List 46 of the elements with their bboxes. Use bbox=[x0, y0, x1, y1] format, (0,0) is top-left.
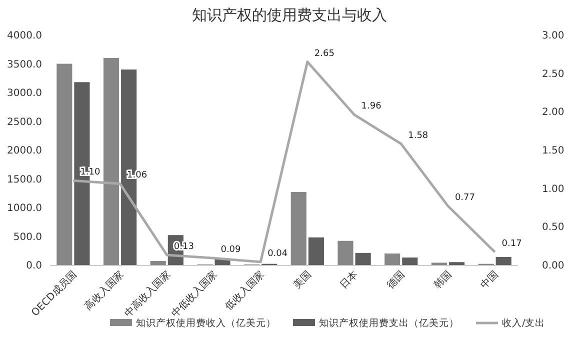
x-tick-label: 美国 bbox=[290, 268, 314, 292]
bar bbox=[448, 262, 465, 265]
data-label: 1.96 bbox=[361, 102, 382, 112]
y2-tick-label: 3.00 bbox=[542, 30, 564, 42]
bar bbox=[308, 237, 324, 265]
bar bbox=[56, 64, 72, 265]
line-series bbox=[72, 60, 496, 264]
y2-tick-label: 1.00 bbox=[542, 184, 564, 195]
data-label: 0.77 bbox=[454, 192, 476, 203]
x-tick-label: 高收入国家 bbox=[82, 268, 126, 312]
y2-tick-label: 0.00 bbox=[542, 260, 564, 272]
legend-label: 收入/支出 bbox=[502, 317, 546, 329]
x-tick-label: 德国 bbox=[385, 269, 408, 292]
x-tick-label: 低收入国家 bbox=[222, 268, 267, 312]
legend-label: 知识产权使用费支出（亿美元） bbox=[319, 317, 459, 329]
data-label: 0.04 bbox=[268, 248, 288, 259]
legend-label: 知识产权使用费收入（亿美元） bbox=[136, 317, 276, 329]
y-tick-label: 0.0 bbox=[26, 260, 42, 272]
bar bbox=[290, 192, 306, 265]
data-label: 0.09 bbox=[220, 245, 242, 256]
y-tick-label: 3000.0 bbox=[7, 88, 42, 99]
y-tick-label: 2000.0 bbox=[7, 146, 42, 156]
data-label: 2.65 bbox=[314, 48, 334, 59]
y-tick-label: 500.0 bbox=[13, 232, 42, 243]
y-tick-label: 1000.0 bbox=[7, 203, 42, 214]
y2-tick-label: 2.00 bbox=[542, 107, 564, 118]
bar bbox=[384, 254, 400, 265]
bar bbox=[496, 256, 512, 265]
y2-tick-label: 1.50 bbox=[542, 146, 564, 156]
bar bbox=[150, 260, 166, 265]
y-tick-label: 2500.0 bbox=[7, 116, 42, 128]
chart-title: 知识产权的使用费支出与收入 bbox=[192, 6, 387, 24]
x-tick-label: 中国 bbox=[478, 268, 501, 292]
data-label: 0.17 bbox=[502, 238, 522, 249]
y-tick-label: 4000.0 bbox=[7, 30, 42, 42]
y-tick-label: 1500.0 bbox=[7, 174, 42, 186]
bar bbox=[338, 240, 354, 265]
y2-tick-label: 2.50 bbox=[542, 68, 564, 80]
x-tick-label: 韩国 bbox=[431, 268, 454, 292]
y2-tick-label: 0.50 bbox=[542, 222, 564, 234]
y-tick-label: 3500.0 bbox=[7, 59, 42, 70]
x-tick-label: 日本 bbox=[338, 268, 360, 292]
data-label: 1.58 bbox=[408, 130, 428, 141]
bar bbox=[355, 252, 371, 265]
bar bbox=[402, 258, 418, 265]
bar bbox=[103, 58, 120, 265]
